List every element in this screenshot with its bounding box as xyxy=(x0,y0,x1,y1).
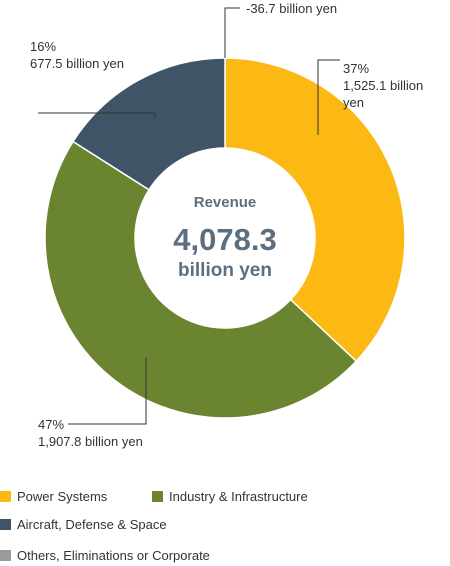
legend-swatch xyxy=(0,491,11,502)
legend-swatch xyxy=(152,491,163,502)
center-title: Revenue xyxy=(193,194,257,211)
legend-item: Aircraft, Defense & Space xyxy=(0,517,167,532)
percent-label: 47% xyxy=(38,417,65,432)
percent-label: 16% xyxy=(30,39,57,54)
slice xyxy=(224,57,406,363)
legend-label: Industry & Infrastructure xyxy=(169,489,308,504)
slice xyxy=(71,57,226,191)
leader-line xyxy=(38,112,156,118)
percent-label: 37% xyxy=(343,61,370,76)
legend-label: Aircraft, Defense & Space xyxy=(17,517,167,532)
slice xyxy=(44,140,358,419)
leader-line xyxy=(224,7,240,58)
legend-item: Power Systems xyxy=(0,489,107,504)
amount-label: -36.7 billion yen xyxy=(246,1,338,16)
amount-label: 1,907.8 billion yen xyxy=(38,434,143,449)
center-value: 4,078.3 xyxy=(173,222,277,257)
amount-label: 677.5 billion yen xyxy=(30,56,124,71)
center-unit: billion yen xyxy=(178,260,272,281)
legend-label: Power Systems xyxy=(17,489,108,504)
legend-label: Others, Eliminations or Corporate xyxy=(17,548,210,563)
legend-swatch xyxy=(0,550,11,561)
legend-item: Others, Eliminations or Corporate xyxy=(0,548,210,563)
legend-item: Industry & Infrastructure xyxy=(152,489,308,504)
leader-line xyxy=(317,59,340,135)
leader-line xyxy=(68,358,147,425)
legend-swatch xyxy=(0,519,11,530)
amount-label: 1,525.1 billion yen xyxy=(343,78,424,110)
